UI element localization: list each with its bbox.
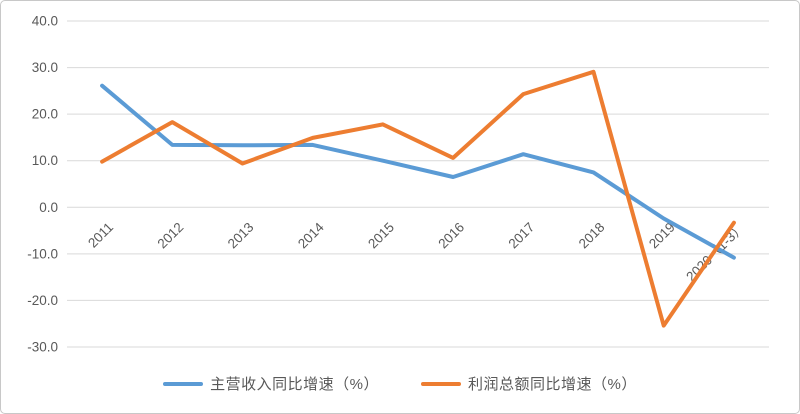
x-axis-tick-label: 2018 <box>576 220 608 252</box>
legend-item-revenue: 主营收入同比增速（%） <box>163 373 379 394</box>
x-axis-tick-label: 2016 <box>435 220 467 252</box>
y-axis-tick-label: 30.0 <box>32 60 58 75</box>
y-axis-tick-label: 40.0 <box>32 14 58 29</box>
profit-line-swatch <box>421 381 461 386</box>
y-axis-tick-label: 20.0 <box>32 107 58 122</box>
x-axis-tick-label: 2011 <box>85 220 116 251</box>
x-axis-tick-label: 2014 <box>295 219 327 251</box>
legend-label-profit: 利润总额同比增速（%） <box>468 376 637 393</box>
x-axis-tick-label: 2013 <box>225 220 257 252</box>
series-line-profit <box>100 69 736 328</box>
y-axis-tick-label: -10.0 <box>27 246 58 261</box>
legend-item-profit: 利润总额同比增速（%） <box>421 373 637 394</box>
chart-legend: 主营收入同比增速（%） 利润总额同比增速（%） <box>1 373 799 394</box>
y-axis-tick-label: -20.0 <box>27 293 58 308</box>
y-axis-tick-label: 10.0 <box>32 153 58 168</box>
x-axis-tick-label: 2015 <box>365 220 397 252</box>
x-axis-tick-label: 2017 <box>506 220 538 252</box>
x-axis-tick-label: 2012 <box>155 220 187 252</box>
y-axis-tick-label: -30.0 <box>27 340 58 355</box>
legend-label-revenue: 主营收入同比增速（%） <box>210 376 379 393</box>
revenue-line-swatch <box>163 381 204 386</box>
y-axis-tick-label: 0.0 <box>39 200 58 215</box>
